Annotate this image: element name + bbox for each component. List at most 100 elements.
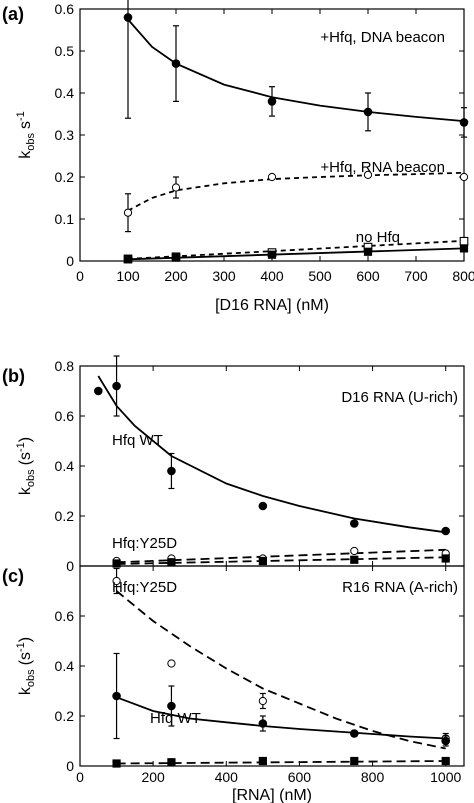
data-point [112, 759, 121, 768]
fit-line [127, 247, 465, 261]
x-tick-label: 500 [308, 268, 332, 284]
data-point [267, 250, 277, 259]
x-tick-label: 100 [116, 268, 140, 284]
data-point [349, 729, 359, 738]
data-point [363, 170, 373, 179]
annotation-r16-rna: R16 RNA (A-rich) [342, 579, 458, 596]
fit-line [97, 375, 446, 534]
x-tick-label: 400 [215, 769, 239, 785]
x-tick-label: 300 [212, 268, 236, 284]
data-point [459, 118, 469, 127]
panel-c-xticks: 0 200 400 600 800 1000 [76, 566, 461, 785]
data-point [258, 696, 267, 706]
y-tick-label: 0.6 [55, 408, 75, 424]
panel-a-ylabel: kobss-1 [15, 111, 37, 159]
panel-c-xlabel: [RNA] (nM) [232, 787, 312, 803]
annotation-c-hfq-y25d: Hfq:Y25D [112, 579, 177, 596]
annotation-b-hfq-y25d: Hfq:Y25D [112, 535, 177, 552]
panel-b-label: (b) [2, 366, 25, 386]
data-point [112, 381, 121, 391]
y-tick-label: 0 [66, 253, 74, 269]
panel-c: (c) 0 200 400 600 800 1000 0 0.2 0.4 0.6 [RNA] (… [2, 565, 465, 803]
x-tick-label: 0 [76, 268, 84, 284]
panel-b-plot [93, 355, 451, 568]
data-point [258, 501, 268, 511]
data-point [441, 756, 450, 766]
y-tick-label: 0.4 [55, 85, 75, 101]
data-point [112, 691, 121, 701]
panel-a-xlabel: [D16 RNA] (nM) [215, 297, 329, 314]
y-tick-label: 0 [66, 758, 74, 774]
data-point [167, 466, 176, 476]
fit-line [116, 548, 446, 564]
y-tick-label: 0.8 [55, 358, 75, 374]
annotation-no-hfq: no Hfq [356, 229, 400, 246]
y-tick-label: 0.5 [55, 43, 75, 59]
data-point [267, 97, 277, 106]
y-tick-label: 0.4 [55, 658, 75, 674]
data-point [167, 701, 176, 711]
x-tick-label: 400 [260, 268, 284, 284]
panel-c-yticks: 0 0.2 0.4 0.6 [55, 608, 464, 774]
data-point [350, 555, 359, 564]
annotation-c-hfq-wt: Hfq WT [150, 710, 201, 727]
y-tick-label: 0.2 [55, 169, 75, 185]
y-tick-label: 0.6 [55, 1, 75, 17]
x-tick-label: 800 [452, 268, 474, 284]
x-tick-label: 200 [141, 769, 165, 785]
data-point [441, 736, 451, 746]
x-tick-label: 200 [164, 268, 188, 284]
data-point [167, 758, 176, 767]
data-point [459, 244, 469, 253]
y-tick-label: 0.2 [55, 508, 75, 524]
x-tick-label: 700 [404, 268, 428, 284]
data-point [363, 107, 373, 117]
data-point [350, 756, 359, 766]
fit-line [116, 556, 446, 565]
y-tick-label: 0 [66, 558, 74, 574]
data-point [171, 183, 181, 192]
annotation-rna-beacon: +Hfq, RNA beacon [320, 159, 445, 176]
panel-c-ylabel: kobs(s-1) [15, 637, 37, 695]
y-tick-label: 0.3 [55, 127, 75, 143]
panel-a: (a) 0 100 200 300 400 500 600 700 800 0 0.1 0.2 0.3… [2, 0, 474, 314]
data-point [123, 208, 133, 217]
data-point [167, 659, 176, 668]
annotation-b-hfq-wt: Hfq WT [112, 432, 163, 449]
panel-b-ylabel: kobs(s-1) [15, 437, 37, 495]
data-point [459, 172, 469, 182]
panel-b-yticks: 0 0.2 0.4 0.6 0.8 [55, 358, 464, 574]
y-tick-label: 0.2 [55, 708, 75, 724]
annotation-dna-beacon: +Hfq, DNA beacon [320, 29, 445, 46]
data-point [112, 576, 121, 586]
data-point [167, 558, 176, 567]
y-tick-label: 0.6 [55, 608, 75, 624]
data-point [93, 386, 103, 396]
y-tick-label: 0.4 [55, 458, 75, 474]
panel-c-label: (c) [2, 566, 24, 586]
panel-a-xticks: 0 100 200 300 400 500 600 700 800 [76, 9, 474, 284]
x-tick-label: 600 [356, 268, 380, 284]
data-point [349, 519, 359, 528]
fit-line [127, 171, 465, 212]
x-tick-label: 1000 [430, 769, 461, 785]
y-tick-label: 0.1 [55, 211, 75, 227]
data-point [258, 719, 268, 728]
panel-a-label: (a) [2, 4, 24, 24]
data-point [123, 255, 133, 264]
fit-line [127, 239, 465, 260]
data-point [459, 236, 469, 246]
x-tick-label: 0 [76, 769, 84, 785]
data-point [441, 526, 451, 536]
data-point [258, 756, 267, 766]
panel-a-plot [123, 0, 469, 264]
x-tick-label: 600 [288, 769, 312, 785]
data-point [258, 556, 267, 566]
data-point [171, 59, 181, 68]
data-point [123, 13, 133, 22]
panel-a-frame [79, 8, 465, 262]
data-point [350, 546, 359, 556]
panel-a-yticks: 0 0.1 0.2 0.3 0.4 0.5 0.6 [55, 1, 464, 269]
x-tick-label: 800 [361, 769, 385, 785]
